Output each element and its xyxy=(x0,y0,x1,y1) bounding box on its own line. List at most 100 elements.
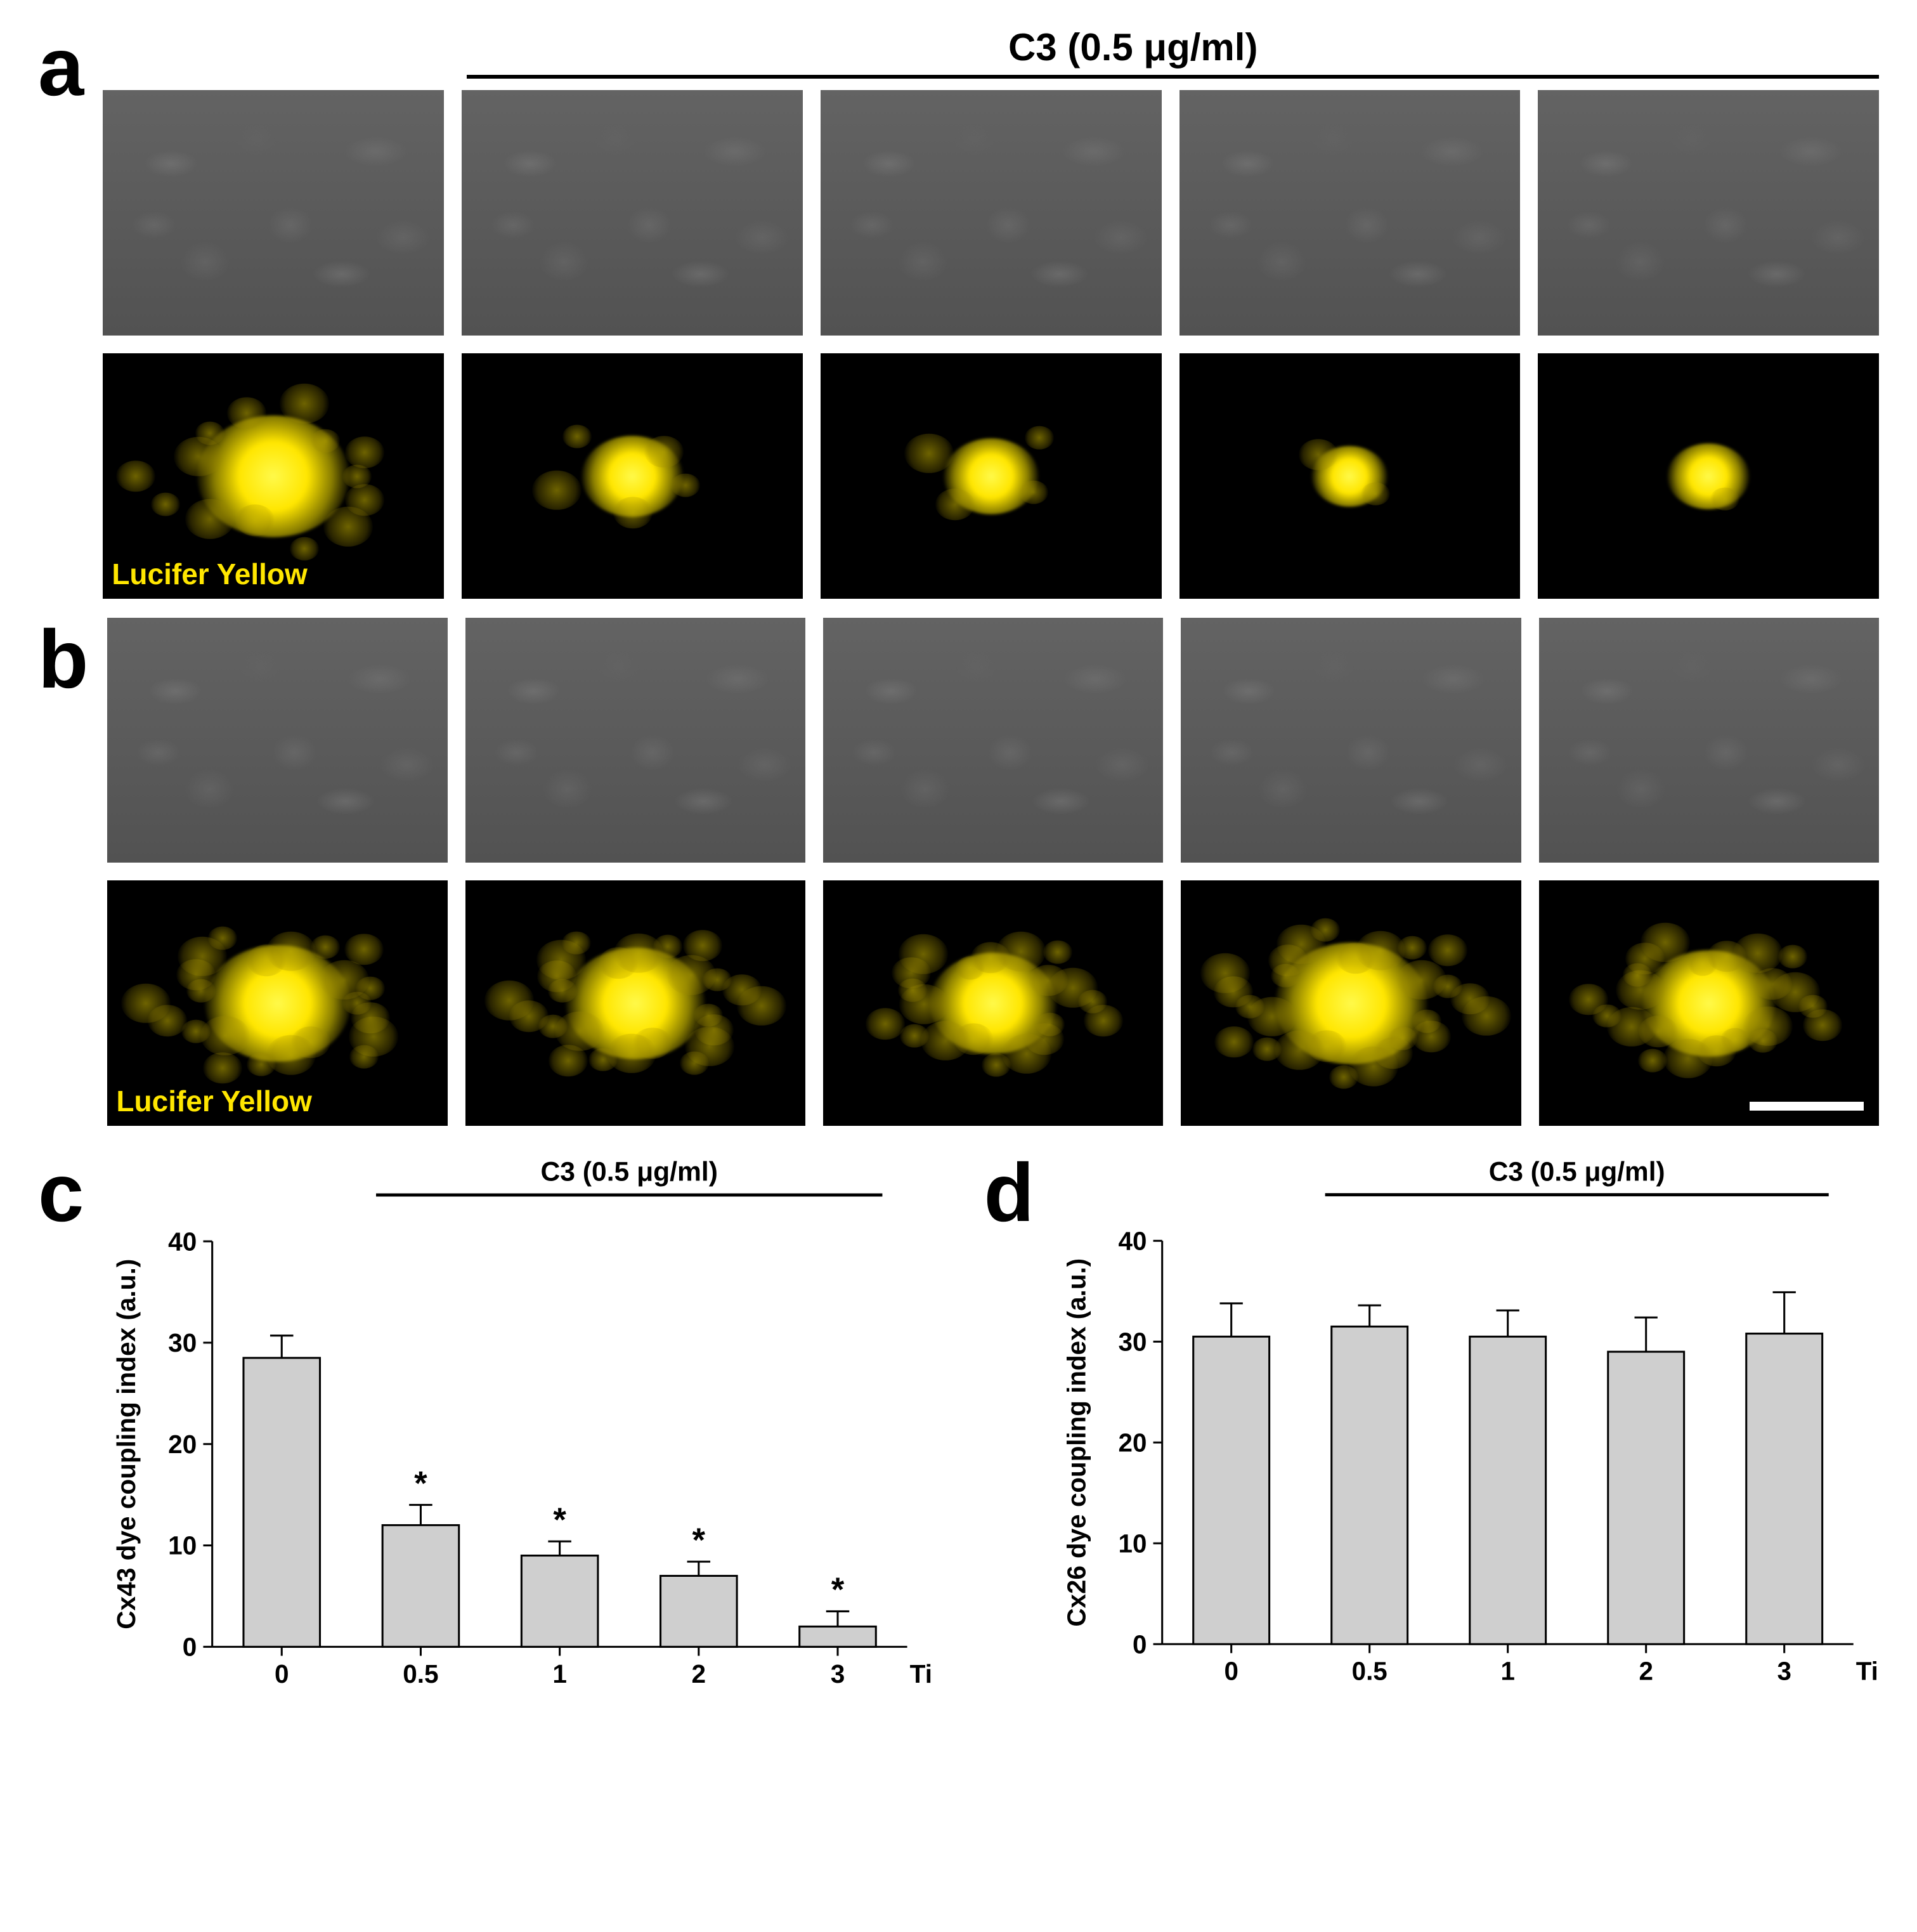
treatment-bar-a xyxy=(467,75,1879,79)
lucifer-yellow-label: Lucifer Yellow xyxy=(112,557,307,591)
injection-asterisk: * xyxy=(1736,164,1751,211)
panel-d-label: d xyxy=(984,1151,1034,1234)
injection-asterisk: * xyxy=(628,726,644,773)
bar xyxy=(1332,1326,1408,1644)
panel-a-phase-row: 0Hela-Cx43*0.5 h*1 h*2 h*3 h* xyxy=(103,90,1879,336)
timepoint-label: 0.5 h xyxy=(474,624,547,661)
treatment-header-a: C3 (0.5 μg/ml) xyxy=(103,25,1879,82)
y-tick-label: 40 xyxy=(1118,1226,1147,1255)
injection-asterisk: * xyxy=(237,716,252,763)
injection-asterisk: * xyxy=(246,183,262,230)
chart-c-svg: 010203040Cx43 dye coupling index (a.u.)C… xyxy=(96,1151,933,1730)
phase-micrograph: 3 h * xyxy=(1539,618,1879,863)
y-tick-label: 10 xyxy=(168,1531,197,1560)
timepoint-label: 0.5 h xyxy=(471,96,543,133)
bar xyxy=(1608,1352,1684,1644)
y-tick-label: 40 xyxy=(168,1227,197,1256)
y-axis-label: Cx26 dye coupling index (a.u.) xyxy=(1062,1258,1091,1626)
panel-b-phase-row: 0 Hela-Cx26 * 0.5 h * 1 h * 2 h * 3 h * xyxy=(107,618,1879,863)
fluor-micrograph xyxy=(821,353,1162,599)
panel-b-label: b xyxy=(38,618,88,700)
x-axis-label: Time (h) xyxy=(1856,1656,1879,1685)
treatment-label-a: C3 (0.5 μg/ml) xyxy=(1008,25,1257,69)
timepoint-label: 0 xyxy=(116,624,134,661)
injection-asterisk: * xyxy=(997,174,1013,221)
bar xyxy=(661,1576,738,1647)
chart-title: C3 (0.5 μg/ml) xyxy=(541,1156,718,1187)
x-tick-label: 3 xyxy=(831,1659,845,1688)
y-tick-label: 10 xyxy=(1118,1529,1147,1558)
x-tick-label: 0.5 xyxy=(1352,1656,1387,1685)
significance-mark: * xyxy=(831,1571,845,1609)
injection-asterisk: * xyxy=(1351,711,1367,758)
y-tick-label: 30 xyxy=(1118,1327,1147,1356)
phase-micrograph: 3 h* xyxy=(1538,90,1879,336)
cellline-label: Hela-Cx26 xyxy=(116,821,257,855)
timepoint-label: 3 h xyxy=(1548,624,1594,661)
x-tick-label: 2 xyxy=(692,1659,706,1688)
x-tick-label: 0 xyxy=(275,1659,289,1688)
fluor-micrograph xyxy=(465,880,805,1125)
fluor-micrograph xyxy=(1181,880,1521,1125)
bar xyxy=(800,1626,876,1647)
fluor-micrograph xyxy=(823,880,1163,1125)
charts-row: c 010203040Cx43 dye coupling index (a.u.… xyxy=(38,1151,1879,1730)
phase-micrograph: 0.5 h * xyxy=(462,90,803,336)
timepoint-label: 1 h xyxy=(829,96,875,133)
x-tick-label: 1 xyxy=(1500,1656,1514,1685)
bar xyxy=(522,1555,599,1647)
injection-asterisk: * xyxy=(1722,706,1738,753)
timepoint-label: 2 h xyxy=(1190,624,1235,661)
bar xyxy=(1193,1336,1270,1644)
panel-b-fluor-row: Lucifer Yellow xyxy=(107,880,1879,1125)
y-tick-label: 0 xyxy=(183,1632,197,1661)
panel-a-label: a xyxy=(38,25,84,108)
phase-micrograph: 2 h * xyxy=(1179,90,1521,336)
fluor-micrograph xyxy=(1539,880,1879,1125)
fluor-micrograph xyxy=(1538,353,1879,599)
injection-asterisk: * xyxy=(612,178,628,225)
bar xyxy=(244,1357,320,1646)
fluor-micrograph: Lucifer Yellow xyxy=(103,353,444,599)
bar xyxy=(1470,1336,1546,1644)
significance-mark: * xyxy=(554,1501,567,1539)
timepoint-label: 1 h xyxy=(832,624,878,661)
y-tick-label: 20 xyxy=(1118,1428,1147,1457)
x-axis-label: Time (h) xyxy=(910,1659,933,1688)
panel-a-fluor-row: Lucifer Yellow xyxy=(103,353,1879,599)
panel-b-images: 0 Hela-Cx26 * 0.5 h * 1 h * 2 h * 3 h * Lucifer Ye… xyxy=(107,618,1879,1125)
injection-asterisk: * xyxy=(1349,178,1365,225)
phase-micrograph: 2 h * xyxy=(1181,618,1521,863)
fluor-micrograph: Lucifer Yellow xyxy=(107,880,447,1125)
phase-micrograph: 1 h * xyxy=(823,618,1163,863)
x-tick-label: 0 xyxy=(1224,1656,1238,1685)
cellline-label: Hela-Cx43 xyxy=(112,294,252,328)
phase-micrograph: 0 Hela-Cx26 * xyxy=(107,618,447,863)
chart-title: C3 (0.5 μg/ml) xyxy=(1489,1156,1665,1186)
injection-asterisk: * xyxy=(1000,721,1016,767)
y-axis-label: Cx43 dye coupling index (a.u.) xyxy=(112,1258,141,1629)
y-tick-label: 20 xyxy=(168,1430,197,1459)
x-tick-label: 1 xyxy=(553,1659,568,1688)
scale-bar xyxy=(1750,1102,1864,1111)
lucifer-yellow-label: Lucifer Yellow xyxy=(116,1084,311,1118)
phase-micrograph: 0 Hela-Cx43 * xyxy=(103,90,444,336)
bar xyxy=(382,1525,459,1647)
panel-c: c 010203040Cx43 dye coupling index (a.u.… xyxy=(38,1151,933,1730)
phase-micrograph: 1 h * xyxy=(821,90,1162,336)
y-tick-label: 30 xyxy=(168,1328,197,1357)
phase-micrograph: 0.5 h * xyxy=(465,618,805,863)
fluor-micrograph xyxy=(462,353,803,599)
panel-a-images: C3 (0.5 μg/ml) 0 Hela-Cx43 * 0.5 h * 1 h * 2 h *… xyxy=(103,25,1879,599)
timepoint-label: 2 h xyxy=(1188,96,1234,133)
bar xyxy=(1746,1333,1823,1644)
panel-a: a C3 (0.5 μg/ml) 0Hela-Cx43*0.5 h*1 h*2 … xyxy=(38,25,1879,599)
panel-c-label: c xyxy=(38,1151,84,1234)
panel-b: b 0 Hela-Cx26 * 0.5 h * 1 h * 2 h * 3 h * Lucifer … xyxy=(38,618,1879,1125)
significance-mark: * xyxy=(414,1465,427,1502)
chart-d-svg: 010203040Cx26 dye coupling index (a.u.)C… xyxy=(1047,1151,1879,1727)
y-tick-label: 0 xyxy=(1133,1629,1147,1659)
x-tick-label: 3 xyxy=(1777,1656,1791,1685)
fluor-micrograph xyxy=(1179,353,1521,599)
timepoint-label: 0 xyxy=(112,96,129,133)
